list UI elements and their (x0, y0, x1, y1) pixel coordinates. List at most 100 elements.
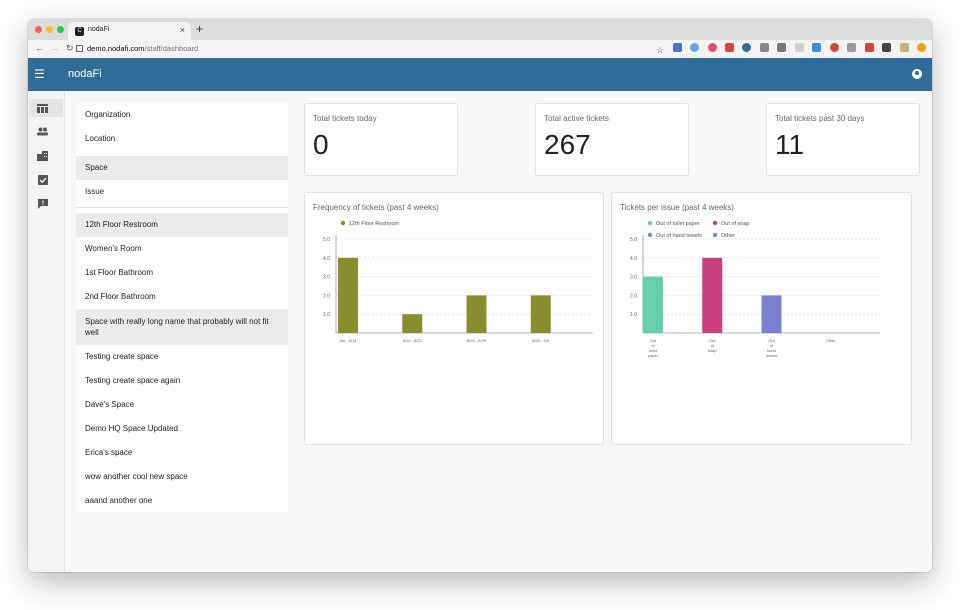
y-tick-label: 1.0 (630, 312, 637, 318)
filter-category-location[interactable]: Location (85, 134, 116, 143)
filter-category-space[interactable]: Space (76, 156, 288, 180)
space-list-item[interactable]: Erica's space (85, 448, 133, 457)
profile-icon[interactable] (899, 43, 909, 52)
stat-card-active: Total active tickets 267 (535, 103, 689, 176)
update-icon[interactable] (917, 43, 926, 52)
extension-icon[interactable] (847, 43, 857, 52)
legend-swatch (712, 232, 718, 238)
extension-icon[interactable] (690, 43, 700, 52)
tab-title: nodaFi (88, 26, 110, 33)
space-list-item[interactable]: Demo HQ Space Updated (85, 424, 178, 433)
people-icon[interactable] (37, 127, 48, 136)
stat-label: Total tickets past 30 days (775, 114, 865, 123)
chart-bar (338, 257, 358, 333)
favicon-icon: C (75, 27, 84, 36)
chart-title: Frequency of tickets (past 4 weeks) (313, 203, 439, 212)
extension-icon[interactable] (794, 43, 804, 52)
x-tick-label: 8/15 - 8/22 (403, 338, 423, 343)
address-bar: ← → ↻ demo.nodafi.com/staff/dashboard ☆ (28, 40, 932, 59)
frequency-chart: 1.0 2.0 3.0 4.0 5.0 8/8 - 8/14 8/15 - 8/22 8/23… (323, 220, 593, 343)
stat-value: 0 (313, 129, 329, 160)
extension-icons: ☆ (656, 43, 926, 55)
space-list-item[interactable]: Space with really long name that probabl… (76, 309, 288, 345)
legend-swatch (647, 232, 653, 238)
people-icon-svg (37, 127, 48, 136)
stat-value: 267 (544, 129, 591, 160)
extension-icon[interactable] (707, 43, 717, 52)
space-list-item[interactable]: Testing create space again (85, 376, 181, 385)
legend-label: Out of hand towels (656, 233, 702, 239)
issue-chart-card: Tickets per issue (past 4 weeks) 1.0 2.0 3… (611, 192, 912, 445)
close-window-button[interactable] (35, 26, 42, 33)
buildings-icon[interactable] (37, 151, 48, 161)
browser-tab[interactable]: C nodaFi × (68, 22, 191, 40)
puzzle-icon[interactable] (882, 43, 892, 52)
y-tick-label: 5.0 (323, 237, 330, 243)
checkbox-icon[interactable] (37, 175, 48, 185)
x-tick-label: Out (650, 338, 657, 343)
minimize-window-button[interactable] (46, 26, 53, 33)
x-tick-label: 8/30 - 9/6 (532, 338, 550, 343)
space-list-item[interactable]: Women's Room (85, 244, 142, 253)
filter-category-issue[interactable]: Issue (85, 187, 105, 196)
extension-icon[interactable] (725, 43, 735, 52)
legend-label: Other (721, 233, 735, 239)
bookmark-star-icon[interactable]: ☆ (656, 45, 665, 55)
dashboard-table-icon[interactable] (37, 104, 48, 113)
forward-icon[interactable]: → (50, 43, 59, 53)
menu-icon[interactable]: ☰ (34, 67, 45, 81)
y-tick-label: 4.0 (630, 256, 637, 262)
close-tab-icon[interactable]: × (179, 25, 185, 35)
space-list-item[interactable]: Dave's Space (85, 400, 135, 409)
chart-bar (466, 295, 487, 333)
stat-card-30days: Total tickets past 30 days 11 (766, 103, 920, 176)
maximize-window-button[interactable] (57, 26, 64, 33)
checkbox-icon-svg (37, 175, 48, 185)
chart-bar (761, 295, 782, 333)
lock-icon (76, 45, 83, 52)
extension-icon[interactable] (864, 43, 874, 52)
x-tick-label: of (770, 343, 774, 348)
x-tick-label: of (711, 343, 715, 348)
legend-label: Out of soap (721, 221, 749, 227)
filter-category-organization[interactable]: Organization (85, 110, 131, 119)
space-list-item[interactable]: 1st Floor Bathroom (85, 268, 154, 277)
url-path: /staff/dashboard (144, 44, 199, 53)
space-list-item[interactable]: 2nd Floor Bathroom (85, 292, 156, 301)
extension-icon[interactable] (829, 43, 839, 52)
stat-label: Total active tickets (544, 114, 609, 123)
x-tick-label: toilet (649, 348, 658, 353)
filter-panel: Organization Location Space Issue 12th F… (76, 103, 288, 512)
feedback-icon-svg (37, 199, 48, 209)
space-list-item[interactable]: Testing create space (85, 352, 159, 361)
x-tick-label: towels (766, 353, 777, 358)
frequency-chart-card: Frequency of tickets (past 4 weeks) 1.0 2… (304, 192, 604, 445)
stat-value: 11 (775, 129, 805, 160)
legend-label: Out of toilet paper (656, 221, 700, 227)
extension-icon[interactable] (742, 43, 752, 52)
y-tick-label: 1.0 (323, 312, 330, 318)
x-tick-label: paper (648, 353, 659, 358)
reload-icon[interactable]: ↻ (66, 43, 74, 53)
extension-icon[interactable] (777, 43, 787, 52)
x-tick-label: Out (709, 338, 716, 343)
extension-icon[interactable] (812, 43, 822, 52)
dashboard-table-icon-svg (37, 104, 48, 113)
y-tick-label: 2.0 (323, 293, 330, 299)
back-icon[interactable]: ← (35, 43, 44, 53)
stat-card-today: Total tickets today 0 (304, 103, 458, 176)
x-tick-label: of (651, 343, 655, 348)
url-field[interactable]: demo.nodafi.com/staff/dashboard (76, 42, 656, 55)
new-tab-icon[interactable]: + (196, 22, 204, 36)
space-list-item[interactable]: wow another cool new space (85, 472, 188, 481)
space-list-item[interactable]: 12th Floor Restroom (76, 213, 288, 237)
y-tick-label: 3.0 (323, 275, 330, 281)
extension-icon[interactable] (672, 43, 682, 52)
space-list-item[interactable]: aaand another one (85, 496, 153, 505)
y-tick-label: 2.0 (630, 293, 637, 299)
camera-icon[interactable] (759, 43, 769, 52)
y-tick-label: 5.0 (630, 237, 637, 243)
feedback-icon[interactable] (37, 199, 48, 209)
account-icon[interactable] (912, 69, 922, 79)
url-host: demo.nodafi.com (87, 44, 145, 53)
